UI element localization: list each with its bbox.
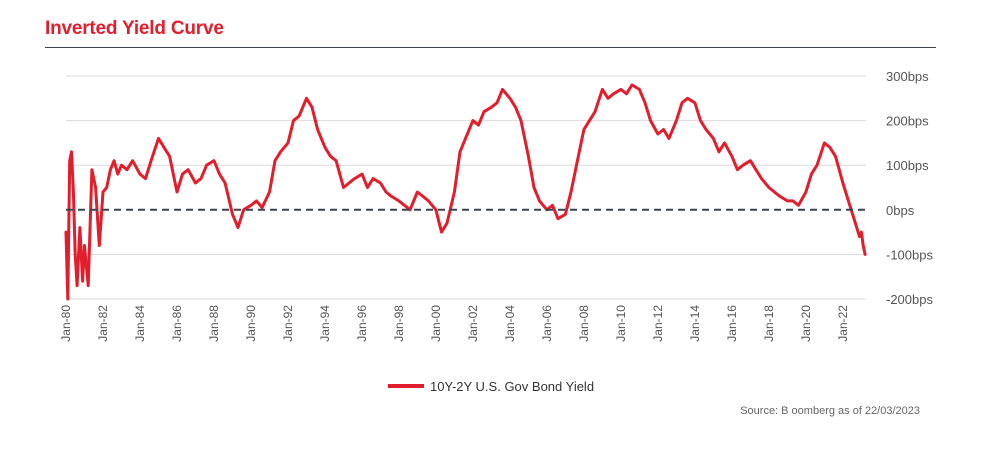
y-tick-label: 0bps bbox=[886, 203, 915, 218]
chart-title: Inverted Yield Curve bbox=[45, 18, 224, 39]
y-tick-label: 300bps bbox=[886, 69, 929, 84]
x-tick-label: Jan-20 bbox=[799, 305, 813, 342]
x-tick-label: Jan-18 bbox=[762, 305, 776, 342]
x-tick-label: Jan-94 bbox=[318, 305, 332, 342]
x-tick-label: Jan-80 bbox=[59, 305, 73, 342]
x-tick-label: Jan-96 bbox=[355, 305, 369, 342]
x-tick-label: Jan-92 bbox=[281, 305, 295, 342]
x-tick-label: Jan-08 bbox=[577, 305, 591, 342]
x-tick-label: Jan-98 bbox=[392, 305, 406, 342]
x-tick-label: Jan-88 bbox=[207, 305, 221, 342]
y-tick-label: -200bps bbox=[886, 292, 933, 307]
x-tick-label: Jan-02 bbox=[466, 305, 480, 342]
title-divider bbox=[45, 47, 936, 48]
x-tick-label: Jan-82 bbox=[96, 305, 110, 342]
x-tick-label: Jan-90 bbox=[244, 305, 258, 342]
x-tick-label: Jan-10 bbox=[614, 305, 628, 342]
source-note: Source: B oomberg as of 22/03/2023 bbox=[740, 405, 920, 417]
series-line bbox=[64, 83, 867, 301]
y-tick-label: 100bps bbox=[886, 158, 929, 173]
x-tick-label: Jan-12 bbox=[651, 305, 665, 342]
x-tick-label: Jan-04 bbox=[503, 305, 517, 342]
y-tick-label: -100bps bbox=[886, 247, 933, 262]
x-tick-label: Jan-86 bbox=[170, 305, 184, 342]
x-tick-label: Jan-00 bbox=[429, 305, 443, 342]
x-tick-label: Jan-16 bbox=[725, 305, 739, 342]
x-tick-label: Jan-14 bbox=[688, 305, 702, 342]
y-tick-label: 200bps bbox=[886, 114, 929, 129]
legend-label: 10Y-2Y U.S. Gov Bond Yield bbox=[430, 379, 594, 394]
x-tick-label: Jan-84 bbox=[133, 305, 147, 342]
x-tick-label: Jan-06 bbox=[540, 305, 554, 342]
x-tick-label: Jan-22 bbox=[836, 305, 850, 342]
